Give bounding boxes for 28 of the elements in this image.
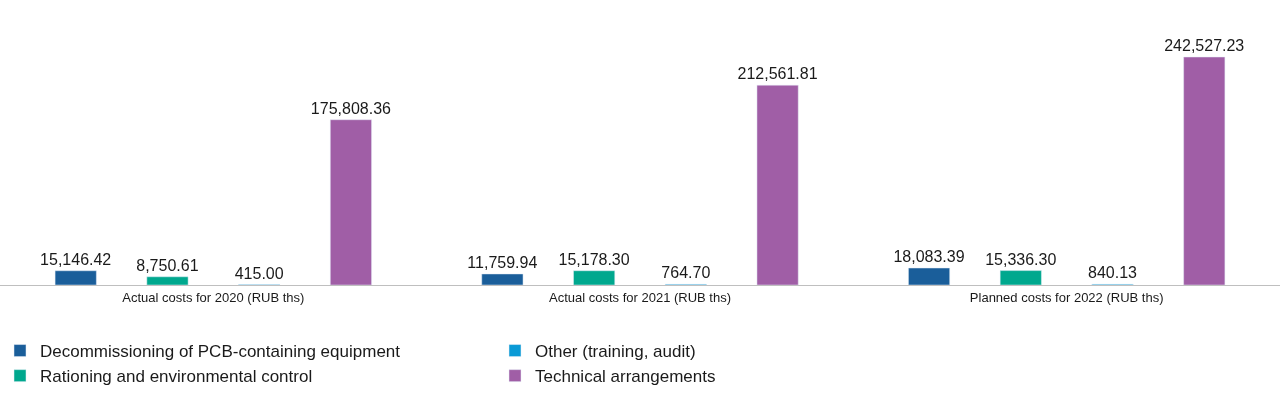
data-label: 415.00: [234, 264, 284, 282]
data-label: 175,808.36: [310, 99, 392, 117]
bar: [54, 270, 97, 285]
bar: [146, 276, 189, 285]
data-label: 242,527.23: [1164, 37, 1245, 54]
data-label: 11,759.94: [467, 253, 538, 271]
x-tick-label: Actual costs for 2020 (RUB ths): [122, 289, 305, 305]
bar: [330, 119, 372, 285]
legend-label: Other (training, audit): [535, 342, 696, 362]
legend-label: Decommissioning of PCB-containing equipment: [40, 342, 401, 362]
data-label: 15,178.30: [558, 250, 630, 268]
bar: [1183, 56, 1226, 285]
data-label: 764.70: [661, 264, 711, 282]
bar: [481, 273, 524, 285]
legend-label: Technical arrangements: [535, 367, 716, 387]
x-tick-label: Planned costs for 2022 (RUB ths): [969, 289, 1164, 305]
x-tick-label: Actual costs for 2021 (RUB ths): [548, 289, 732, 305]
data-label: 212,561.81: [737, 65, 818, 83]
data-label: 8,750.61: [136, 256, 199, 274]
data-label: 15,146.42: [40, 250, 112, 268]
data-label: 18,083.39: [893, 248, 965, 265]
data-label: 15,336.30: [985, 250, 1057, 268]
legend-label: Rationing and environmental control: [40, 367, 313, 387]
data-label: 840.13: [1088, 264, 1138, 282]
bar: [756, 84, 799, 285]
bar: [999, 270, 1042, 285]
bar: [908, 267, 950, 285]
bar: [573, 270, 616, 285]
